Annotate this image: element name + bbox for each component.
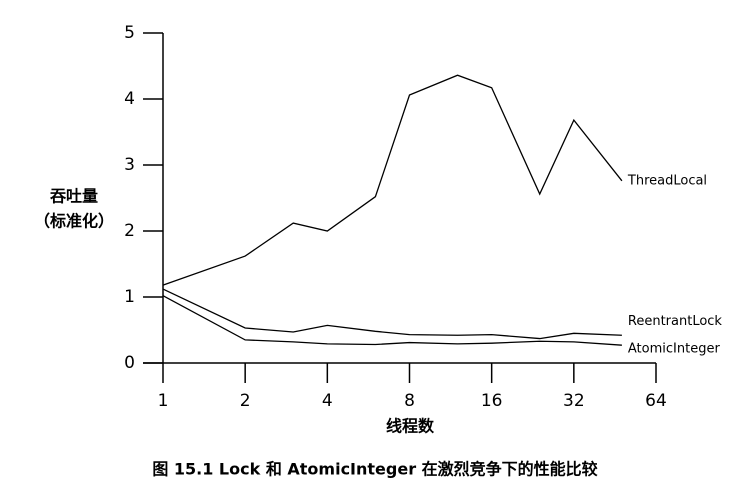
series-label: AtomicInteger (628, 342, 721, 357)
y-axis-label: 吞吐量 (50, 187, 98, 206)
x-axis-label: 线程数 (386, 417, 435, 436)
x-tick-label: 4 (322, 391, 333, 411)
x-tick-label: 16 (481, 391, 503, 411)
series-label: ThreadLocal (627, 173, 707, 188)
series-label: ReentrantLock (628, 314, 723, 329)
y-tick-label: 4 (124, 89, 135, 109)
y-tick-label: 2 (124, 221, 135, 241)
x-tick-label: 64 (645, 391, 667, 411)
x-tick-label: 32 (563, 391, 585, 411)
y-tick-label: 5 (124, 23, 135, 43)
y-tick-label: 1 (124, 287, 135, 307)
y-axis-label: （标准化） (34, 212, 114, 231)
caption: 图 15.1 Lock 和 AtomicInteger 在激烈竞争下的性能比较 (152, 460, 597, 479)
x-tick-label: 2 (240, 391, 251, 411)
series-line (162, 74, 623, 286)
x-tick-label: 1 (158, 391, 169, 411)
y-tick-label: 3 (124, 155, 135, 175)
y-tick-label: 0 (124, 353, 135, 373)
series-line (162, 288, 622, 340)
x-tick-label: 8 (404, 391, 415, 411)
series-line (162, 295, 622, 346)
